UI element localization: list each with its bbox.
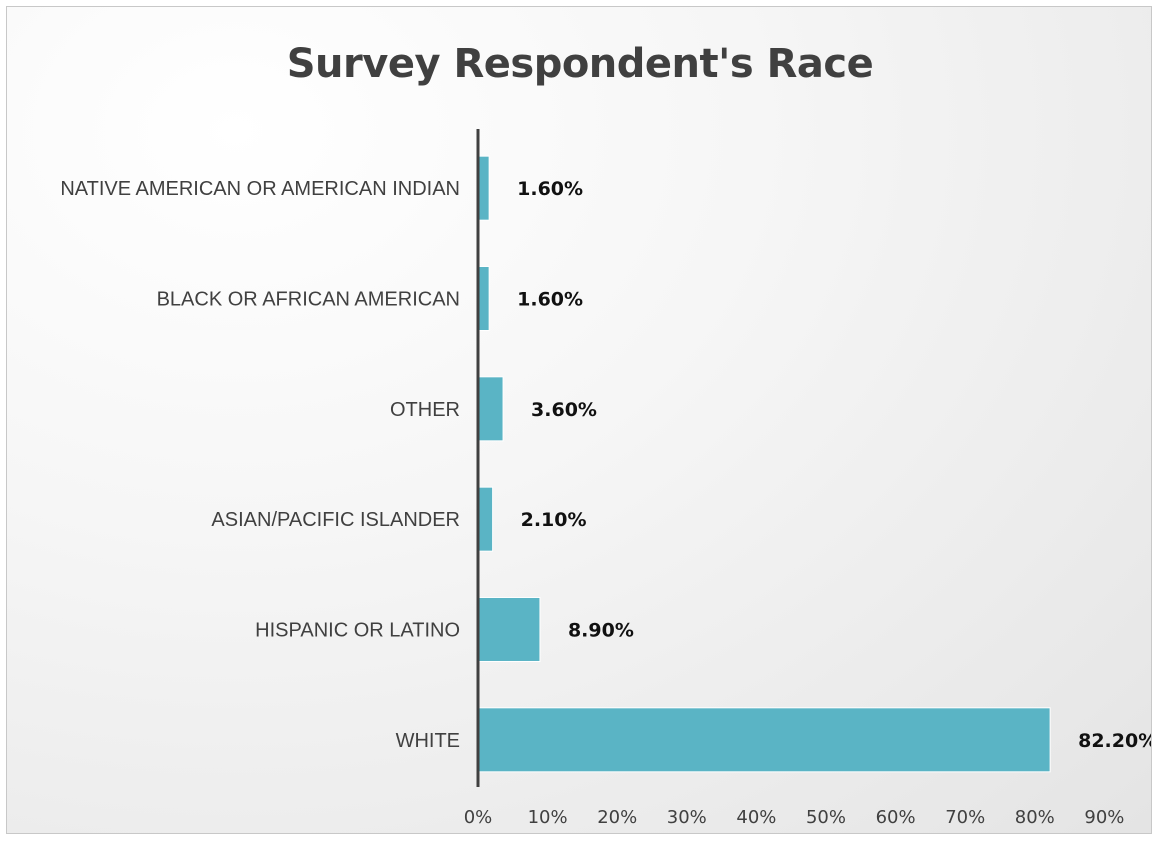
data-label: 8.90% bbox=[568, 619, 634, 641]
x-tick-label: 90% bbox=[1084, 807, 1124, 828]
bar bbox=[477, 155, 490, 221]
category-label: OTHER bbox=[390, 399, 460, 421]
bar-chart-plot: NATIVE AMERICAN OR AMERICAN INDIAN 1.60% B… bbox=[60, 129, 1152, 828]
chart-frame: Survey Respondent's Race NATIVE AMERICAN… bbox=[6, 6, 1152, 834]
category-label: ASIAN/PACIFIC ISLANDER bbox=[211, 509, 460, 531]
bar bbox=[477, 707, 1051, 773]
bar bbox=[477, 596, 541, 662]
data-label: 3.60% bbox=[531, 399, 597, 421]
data-label: 82.20% bbox=[1078, 730, 1152, 752]
x-tick-label: 70% bbox=[945, 807, 985, 828]
category-label: NATIVE AMERICAN OR AMERICAN INDIAN bbox=[60, 178, 460, 200]
data-label: 1.60% bbox=[517, 178, 583, 200]
category-label: BLACK OR AFRICAN AMERICAN bbox=[157, 288, 460, 310]
x-tick-label: 60% bbox=[876, 807, 916, 828]
x-tick-label: 10% bbox=[528, 807, 568, 828]
x-tick-label: 50% bbox=[806, 807, 846, 828]
x-tick-label: 20% bbox=[597, 807, 637, 828]
chart-title: Survey Respondent's Race bbox=[286, 41, 874, 87]
x-tick-label: 0% bbox=[464, 807, 493, 828]
x-tick-label: 30% bbox=[667, 807, 707, 828]
data-label: 1.60% bbox=[517, 288, 583, 310]
x-tick-label: 40% bbox=[736, 807, 776, 828]
bar bbox=[477, 265, 490, 331]
data-label: 2.10% bbox=[521, 509, 587, 531]
bar bbox=[477, 376, 504, 442]
category-label: HISPANIC OR LATINO bbox=[255, 619, 460, 641]
x-tick-label: 80% bbox=[1015, 807, 1055, 828]
bar bbox=[477, 486, 494, 552]
category-label: WHITE bbox=[396, 730, 460, 752]
